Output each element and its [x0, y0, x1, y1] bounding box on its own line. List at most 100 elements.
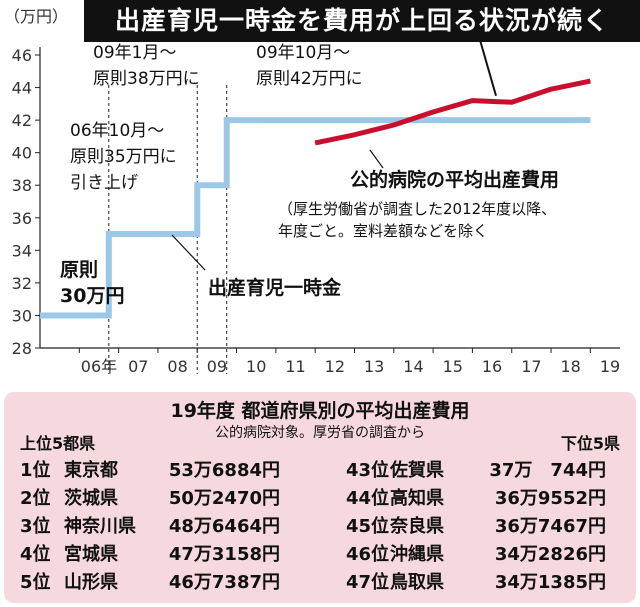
- amount: 37万 744円: [489, 460, 606, 481]
- y-tick-label: 46: [12, 46, 32, 65]
- annotation-2006: 原則35万円に: [70, 147, 177, 167]
- rank: 44位: [346, 488, 390, 509]
- rank: 2位: [20, 488, 51, 509]
- bottom-row: 43位佐賀県 37万 744円: [346, 458, 606, 484]
- y-tick-label: 38: [12, 176, 32, 195]
- prefecture: 奈良県: [390, 516, 444, 537]
- rank: 46位: [346, 544, 390, 565]
- banner-pointer: [479, 39, 497, 97]
- hospital-note: （厚生労働省が調査した2012年度以降、: [278, 200, 556, 218]
- table-subtitle: 公的病院対象。厚労省の調査から: [215, 425, 425, 441]
- amount: 46万7387円: [168, 572, 280, 593]
- top-row: 1位 東京都 53万6884円: [20, 458, 280, 484]
- hospital-cost-point: [511, 101, 513, 103]
- x-tick-label: 13: [364, 357, 384, 376]
- annotation-2006: 06年10月～: [70, 121, 164, 141]
- bottom-group-label: 下位5県: [560, 434, 620, 453]
- x-tick-label: 06年: [81, 357, 117, 376]
- rank: 3位: [20, 516, 51, 537]
- y-tick-label: 28: [12, 339, 32, 358]
- prefecture: 高知県: [390, 488, 444, 509]
- annotations: 09年10月～ 原則42万円に 09年1月～ 原則38万円に 06年10月～ 原則35万円…: [60, 39, 559, 307]
- amount: 36万9552円: [494, 488, 606, 509]
- x-tick-label: 08: [167, 357, 187, 376]
- y-tick-label: 32: [12, 274, 32, 293]
- bottom-row: 44位高知県 36万9552円: [346, 486, 606, 512]
- annotation-2009-01: 09年1月～: [93, 43, 176, 63]
- hospital-cost-line: [314, 78, 591, 146]
- lump-sum-line: [40, 117, 591, 319]
- amount: 50万2470円: [168, 488, 280, 509]
- annotation-2009-10: 原則42万円に: [256, 69, 363, 89]
- rank: 5位: [20, 572, 51, 593]
- prefecture: 茨城県: [64, 488, 118, 509]
- chart: （万円） 28 30 32 34 36 38 40 42 44 46 06年 07 08 09 10 11 12…: [4, 7, 621, 376]
- top-row: 2位 茨城県 50万2470円: [20, 486, 280, 512]
- x-tick-label: 11: [285, 357, 305, 376]
- x-tick-label: 09: [207, 357, 227, 376]
- x-tick-label: 14: [403, 357, 423, 376]
- hospital-cost-point: [471, 100, 473, 102]
- hospital-cost-point: [589, 80, 591, 82]
- table-title: 19年度 都道府県別の平均出産費用: [170, 400, 470, 422]
- annotation-2009-10: 09年10月～: [256, 43, 350, 63]
- x-tick-label: 16: [482, 357, 502, 376]
- amount: 48万6464円: [168, 516, 280, 537]
- hospital-cost-point: [353, 134, 355, 136]
- hospital-pointer: [369, 149, 384, 169]
- top-row: 5位 山形県 46万7387円: [20, 570, 280, 596]
- x-tick-label: 17: [521, 357, 541, 376]
- annotation-initial: 30万円: [60, 285, 124, 307]
- x-tick-label: 18: [561, 357, 581, 376]
- axes: 28 30 32 34 36 38 40 42 44 46 06年 07 08 09 10 11 12 13 14 1…: [12, 46, 621, 376]
- y-tick-label: 44: [12, 79, 32, 98]
- lump-sum-series-label: 出産育児一時金: [208, 276, 342, 299]
- prefecture: 佐賀県: [390, 460, 444, 481]
- hospital-series-label: 公的病院の平均出産費用: [350, 168, 559, 191]
- y-tick-label: 30: [12, 306, 32, 325]
- y-tick-label: 42: [12, 111, 32, 130]
- rank: 47位: [346, 572, 390, 593]
- annotation-initial: 原則: [60, 259, 98, 281]
- prefecture-table: 19年度 都道府県別の平均出産費用 公的病院対象。厚労省の調査から 上位5都県 …: [4, 392, 636, 603]
- rank: 1位: [20, 460, 51, 481]
- bottom-row: 46位沖縄県 34万2826円: [346, 542, 606, 568]
- hospital-cost-point: [550, 88, 552, 90]
- bottom-row: 45位奈良県 36万7467円: [346, 514, 606, 540]
- hospital-cost-point: [393, 124, 395, 126]
- annotation-2006: 引き上げ: [70, 173, 138, 193]
- x-tick-label: 07: [128, 357, 148, 376]
- top-row: 3位 神奈川県 48万6464円: [20, 514, 280, 540]
- rank: 43位: [346, 460, 390, 481]
- annotation-2009-01: 原則38万円に: [93, 69, 200, 89]
- rank: 45位: [346, 516, 390, 537]
- rank: 4位: [20, 544, 51, 565]
- hospital-cost-point: [314, 142, 316, 144]
- prefecture: 東京都: [64, 460, 118, 481]
- prefecture: 沖縄県: [390, 544, 444, 565]
- series-marks: [40, 78, 591, 319]
- amount: 47万3158円: [168, 544, 280, 565]
- y-tick-label: 34: [12, 241, 32, 260]
- top-row: 4位 宮城県 47万3158円: [20, 542, 280, 568]
- y-unit-label: （万円）: [4, 7, 68, 26]
- hospital-cost-point: [432, 111, 434, 113]
- y-tick-label: 40: [12, 144, 32, 163]
- lump-sum-pointer: [171, 234, 206, 271]
- prefecture: 神奈川県: [64, 516, 136, 537]
- amount: 34万1385円: [494, 572, 606, 593]
- prefecture: 鳥取県: [390, 572, 444, 593]
- bottom-row: 47位鳥取県 34万1385円: [346, 570, 606, 596]
- x-tick-label: 12: [325, 357, 345, 376]
- headline-banner: 出産育児一時金を費用が上回る状況が続く: [84, 0, 640, 42]
- x-tick-label: 15: [443, 357, 463, 376]
- amount: 53万6884円: [168, 460, 280, 481]
- top-group-label: 上位5都県: [20, 434, 96, 453]
- hospital-note: 年度ごと。室料差額などを除く: [278, 222, 488, 240]
- prefecture: 山形県: [64, 572, 118, 593]
- x-tick-label: 19: [600, 357, 620, 376]
- prefecture: 宮城県: [64, 544, 118, 565]
- amount: 34万2826円: [494, 544, 606, 565]
- amount: 36万7467円: [494, 516, 606, 537]
- x-tick-label: 10: [246, 357, 266, 376]
